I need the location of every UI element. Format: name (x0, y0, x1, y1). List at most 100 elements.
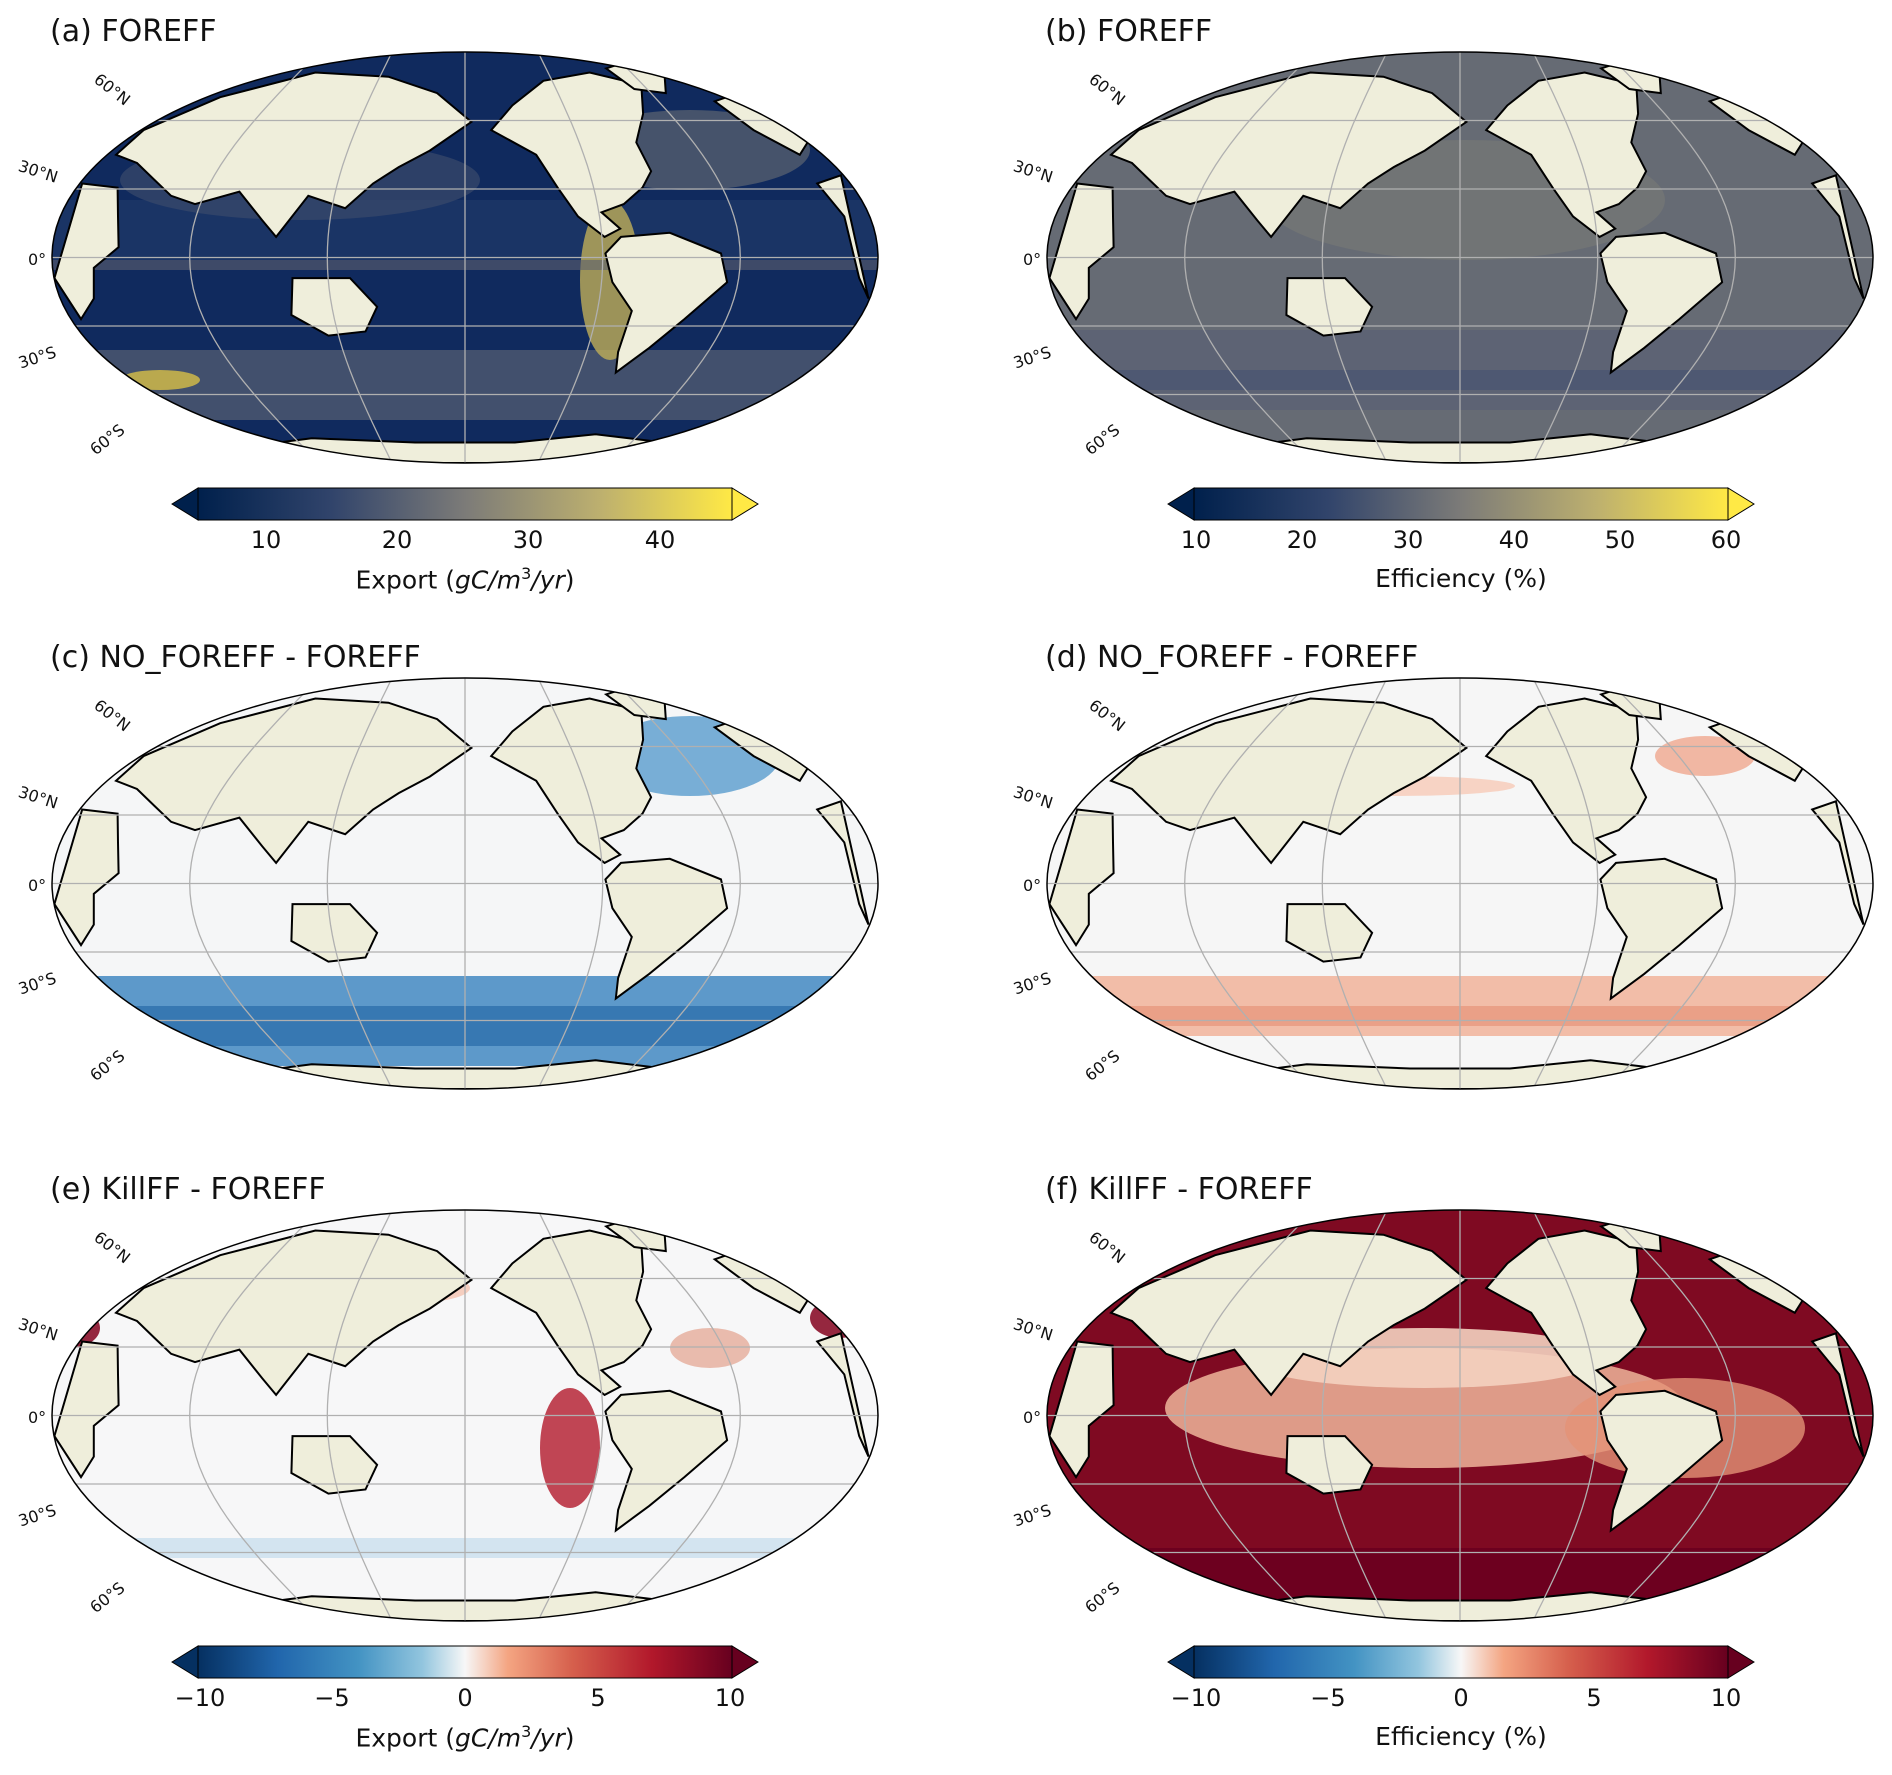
landmass-africa_right (1810, 173, 1865, 300)
colorbar-a (171, 487, 759, 521)
tick-label: 30 (1392, 526, 1424, 554)
panel-b-title: (b) FOREFF (1045, 14, 1213, 49)
colorbar-extend-min (1167, 487, 1195, 521)
colorbar-label-prefix: Export ( (355, 1723, 455, 1753)
colorbar-label-var2: /yr (531, 565, 565, 595)
graticule-lon (326, 52, 393, 463)
tick-label: 10 (1710, 1684, 1742, 1712)
colorbar-label-var: gC/m (454, 565, 522, 595)
landmass-eurasia (1109, 697, 1469, 865)
landmass-africa (1048, 182, 1115, 321)
colorbar-label-sup: 3 (521, 564, 532, 583)
graticule-lon (1605, 1210, 1736, 1621)
colorbar-b (1167, 487, 1755, 521)
lat-label: 0° (28, 250, 47, 269)
colorbar-gradient (197, 487, 733, 521)
tick-label: 0 (1453, 1684, 1469, 1712)
landmass-africa (53, 182, 120, 321)
map-outline (1046, 677, 1874, 1090)
map-outline (51, 677, 879, 1090)
tick-label: −10 (1170, 1684, 1222, 1712)
map-panel-b (1046, 51, 1874, 464)
tick-label: 50 (1604, 526, 1636, 554)
landmass-eurasia (114, 71, 474, 239)
graticule-lon (537, 678, 604, 1089)
tick-label: −5 (314, 1684, 350, 1712)
graticule-lon (610, 678, 741, 1089)
colorbar-label-sup: 3 (521, 1722, 532, 1741)
graticule-lon (1532, 1210, 1599, 1621)
colorbar-label-suffix: ) (564, 1723, 575, 1753)
landmass-australia (290, 277, 379, 337)
colorbar-b-label: Efficiency (%) (1375, 564, 1547, 593)
colorbar-f-label: Efficiency (%) (1375, 1722, 1547, 1751)
graticule-lon (1605, 52, 1736, 463)
landmass-africa_right (815, 799, 870, 926)
map-outline (51, 1209, 879, 1622)
landmass-africa (53, 808, 120, 947)
landmass-samerica (604, 857, 729, 1001)
graticule-lon (1532, 52, 1599, 463)
map-panel-c (51, 677, 879, 1090)
map-panel-a (51, 51, 879, 464)
graticule-lon (1321, 1210, 1388, 1621)
tick-label: 20 (381, 526, 413, 554)
landmass-africa_right (1810, 1331, 1865, 1458)
tick-label: 10 (714, 1684, 746, 1712)
landmass-africa (1048, 1340, 1115, 1479)
colorbar-extend-max (1727, 487, 1755, 521)
colorbar-extend-min (171, 487, 199, 521)
colorbar-extend-max (731, 487, 759, 521)
graticule-lon (1321, 678, 1388, 1089)
tick-label: 30 (512, 526, 544, 554)
lat-label: 0° (1023, 876, 1042, 895)
map-outline (1046, 1209, 1874, 1622)
tick-label: 10 (1180, 526, 1212, 554)
colorbar-extend-max (1727, 1645, 1755, 1679)
panel-f-title: (f) KillFF - FOREFF (1045, 1172, 1313, 1207)
colorbar-extend-min (171, 1645, 199, 1679)
colorbar-label-prefix: Export ( (355, 565, 455, 595)
colorbar-a-label: Export (gC/m3/yr) (355, 564, 574, 594)
tick-label: −10 (174, 1684, 226, 1712)
graticule-lon (1321, 52, 1388, 463)
landmass-eurasia (114, 697, 474, 865)
graticule-lon (189, 678, 320, 1089)
panel-a-title: (a) FOREFF (50, 14, 217, 49)
lat-label: 0° (28, 876, 47, 895)
panel-d-title: (d) NO_FOREFF - FOREFF (1045, 640, 1419, 675)
graticule-lon (537, 52, 604, 463)
tick-label: 5 (590, 1684, 606, 1712)
landmass-africa_right (1810, 799, 1865, 926)
tick-label: 0 (457, 1684, 473, 1712)
graticule-lon (1605, 678, 1736, 1089)
graticule-lon (610, 1210, 741, 1621)
panel-e-title: (e) KillFF - FOREFF (50, 1172, 326, 1207)
tick-label: 60 (1710, 526, 1742, 554)
landmass-samerica (1599, 231, 1724, 375)
map-outline (51, 51, 879, 464)
colorbar-extend-max (731, 1645, 759, 1679)
landmass-eurasia (1109, 1229, 1469, 1397)
landmass-africa (53, 1340, 120, 1479)
landmass-australia (1285, 277, 1374, 337)
landmass-samerica (604, 1389, 729, 1533)
lat-label: 0° (28, 1408, 47, 1427)
colorbar-label-var2: /yr (531, 1723, 565, 1753)
landmass-samerica (604, 231, 729, 375)
tick-label: 20 (1286, 526, 1318, 554)
tick-label: 40 (644, 526, 676, 554)
tick-label: 40 (1498, 526, 1530, 554)
graticule-lon (1184, 52, 1315, 463)
map-panel-e (51, 1209, 879, 1622)
graticule-lon (537, 1210, 604, 1621)
panel-c-title: (c) NO_FOREFF - FOREFF (50, 640, 421, 675)
colorbar-e-label: Export (gC/m3/yr) (355, 1722, 574, 1752)
landmass-australia (1285, 903, 1374, 963)
graticule-lon (1532, 678, 1599, 1089)
graticule-lon (189, 1210, 320, 1621)
landmass-africa (1048, 808, 1115, 947)
colorbar-e (171, 1645, 759, 1679)
map-outline (1046, 51, 1874, 464)
colorbar-f (1167, 1645, 1755, 1679)
